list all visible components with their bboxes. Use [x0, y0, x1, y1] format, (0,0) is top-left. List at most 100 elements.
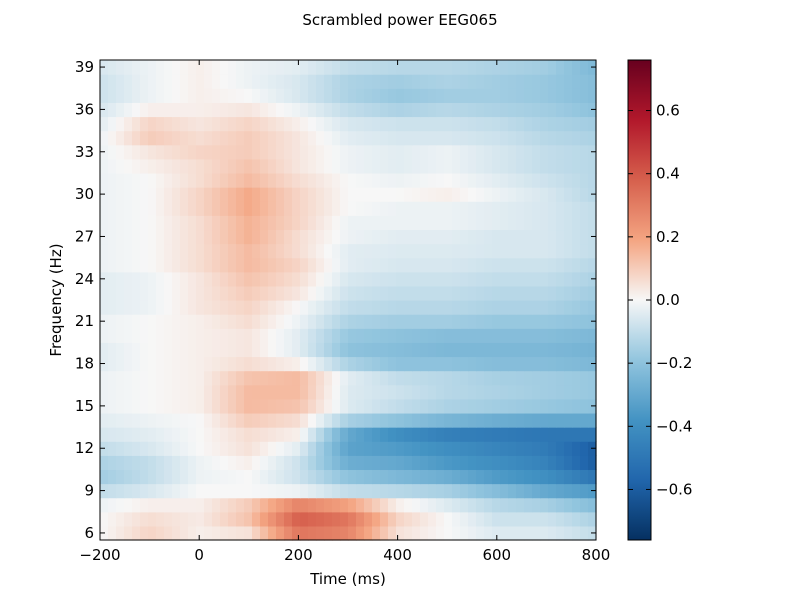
- heatmap-cell: [580, 229, 589, 245]
- heatmap-cell: [380, 314, 389, 329]
- heatmap-cell: [556, 427, 565, 442]
- heatmap-cell: [524, 328, 533, 343]
- heatmap-cell: [204, 370, 213, 386]
- heatmap-cell: [548, 158, 557, 174]
- heatmap-cell: [148, 300, 157, 315]
- heatmap-cell: [452, 201, 461, 216]
- heatmap-cell: [420, 511, 429, 527]
- heatmap-cell: [444, 525, 453, 541]
- heatmap-cell: [164, 384, 173, 400]
- colorbar-tick-label: 0.0: [656, 291, 680, 309]
- heatmap-cell: [244, 511, 253, 527]
- heatmap-cell: [564, 116, 573, 132]
- heatmap-cell: [116, 257, 125, 273]
- heatmap-cell: [556, 116, 565, 132]
- heatmap-cell: [188, 201, 197, 216]
- heatmap-cell: [556, 229, 565, 245]
- heatmap-cell: [332, 172, 341, 188]
- heatmap-cell: [292, 384, 301, 400]
- heatmap-cell: [180, 158, 189, 174]
- heatmap-cell: [148, 271, 157, 287]
- heatmap-cell: [140, 412, 149, 428]
- heatmap-cell: [180, 187, 189, 202]
- heatmap-cell: [396, 60, 405, 75]
- heatmap-cell: [452, 441, 461, 456]
- heatmap-cell: [484, 102, 493, 118]
- heatmap-cell: [124, 60, 133, 75]
- heatmap-cell: [252, 356, 261, 372]
- heatmap-cell: [556, 257, 565, 273]
- heatmap-cell: [572, 229, 581, 245]
- heatmap-cell: [532, 243, 541, 259]
- heatmap-cell: [348, 497, 357, 513]
- heatmap-cell: [212, 483, 221, 499]
- heatmap-cell: [228, 412, 237, 428]
- heatmap-cell: [452, 483, 461, 499]
- heatmap-cell: [404, 412, 413, 428]
- heatmap-cell: [308, 172, 317, 188]
- heatmap-cell: [364, 229, 373, 245]
- heatmap-cell: [348, 412, 357, 428]
- heatmap-cell: [524, 441, 533, 456]
- heatmap-cell: [324, 427, 333, 442]
- heatmap-cell: [436, 243, 445, 259]
- heatmap-cell: [108, 398, 117, 414]
- heatmap-cell: [236, 398, 245, 414]
- heatmap-cell: [580, 427, 589, 442]
- heatmap-cell: [156, 455, 165, 471]
- heatmap-cell: [284, 328, 293, 343]
- heatmap-cell: [532, 144, 541, 160]
- heatmap-cell: [292, 88, 301, 103]
- heatmap-cell: [316, 144, 325, 160]
- heatmap-cell: [420, 172, 429, 188]
- heatmap-cell: [340, 60, 349, 75]
- heatmap-cell: [388, 158, 397, 174]
- heatmap-cell: [508, 60, 517, 75]
- heatmap-cell: [492, 427, 501, 442]
- heatmap-cell: [244, 187, 253, 202]
- heatmap-cell: [356, 356, 365, 372]
- heatmap-cell: [268, 469, 277, 485]
- heatmap-cell: [292, 455, 301, 471]
- heatmap-cell: [148, 469, 157, 485]
- heatmap-cell: [508, 342, 517, 358]
- heatmap-cell: [316, 74, 325, 89]
- heatmap-cell: [492, 229, 501, 245]
- heatmap-cell: [188, 285, 197, 301]
- heatmap-cell: [564, 144, 573, 160]
- heatmap-cell: [364, 525, 373, 541]
- heatmap-cell: [588, 384, 597, 400]
- heatmap-cell: [124, 469, 133, 485]
- heatmap-cell: [124, 229, 133, 245]
- heatmap-cell: [196, 483, 205, 499]
- heatmap-cell: [492, 215, 501, 231]
- heatmap-cell: [372, 342, 381, 358]
- heatmap-cell: [492, 300, 501, 315]
- heatmap-cell: [436, 60, 445, 75]
- heatmap-cell: [132, 158, 141, 174]
- heatmap-cell: [140, 483, 149, 499]
- heatmap-cell: [108, 102, 117, 118]
- heatmap-cell: [476, 300, 485, 315]
- heatmap-cell: [252, 257, 261, 273]
- heatmap-cell: [556, 172, 565, 188]
- heatmap-cell: [148, 229, 157, 245]
- heatmap-cell: [156, 469, 165, 485]
- heatmap-cell: [204, 215, 213, 231]
- heatmap-cell: [244, 130, 253, 146]
- heatmap-cell: [156, 271, 165, 287]
- heatmap-cell: [580, 497, 589, 513]
- heatmap-cell: [500, 328, 509, 343]
- heatmap-cell: [548, 497, 557, 513]
- heatmap-cell: [308, 201, 317, 216]
- heatmap-cell: [420, 300, 429, 315]
- heatmap-cell: [436, 88, 445, 103]
- heatmap-cell: [356, 314, 365, 329]
- heatmap-cell: [276, 427, 285, 442]
- heatmap-cell: [388, 116, 397, 132]
- heatmap-cell: [172, 215, 181, 231]
- heatmap-cell: [420, 158, 429, 174]
- heatmap-cell: [348, 398, 357, 414]
- heatmap-cell: [332, 243, 341, 259]
- heatmap-cell: [516, 427, 525, 442]
